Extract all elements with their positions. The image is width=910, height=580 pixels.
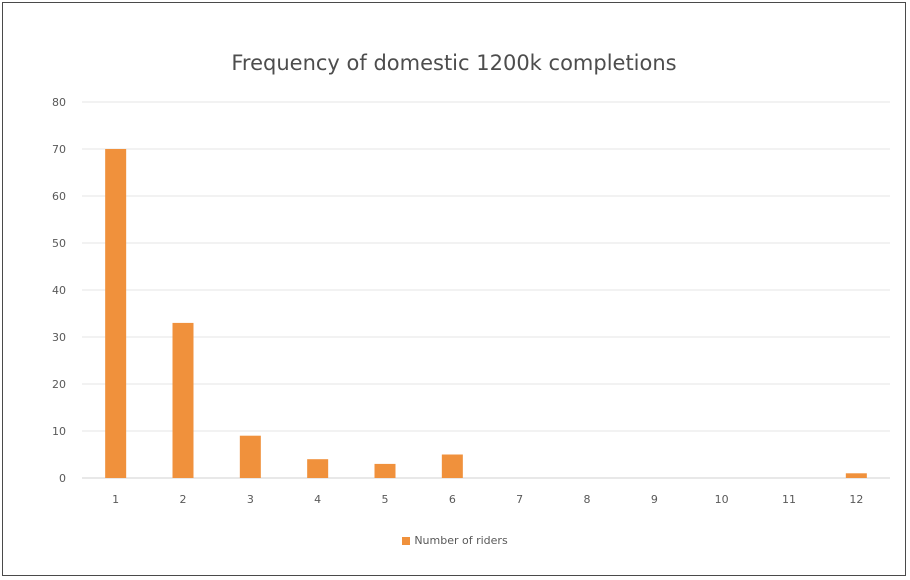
bar [307,459,329,478]
x-tick-label: 1 [112,493,119,506]
y-tick-label: 80 [52,96,66,109]
x-tick-label: 3 [247,493,254,506]
y-tick-label: 60 [52,190,66,203]
y-tick-label: 20 [52,378,66,391]
y-tick-label: 0 [59,472,66,485]
y-tick-label: 10 [52,425,66,438]
legend: Number of riders [0,534,910,547]
x-tick-label: 10 [715,493,729,506]
x-tick-label: 12 [849,493,863,506]
bar [105,149,127,478]
bar [374,463,396,478]
legend-label: Number of riders [414,534,508,547]
y-tick-label: 40 [52,284,66,297]
bar [441,454,463,478]
x-tick-label: 2 [180,493,187,506]
legend-swatch [402,536,411,545]
bar [239,435,261,478]
x-tick-label: 8 [584,493,591,506]
x-tick-label: 9 [651,493,658,506]
chart-title: Frequency of domestic 1200k completions [231,51,677,75]
x-tick-label: 7 [516,493,523,506]
x-tick-label: 5 [382,493,389,506]
x-tick-label: 11 [782,493,796,506]
y-tick-label: 30 [52,331,66,344]
bar [845,473,867,478]
y-tick-label: 70 [52,143,66,156]
x-tick-label: 4 [314,493,321,506]
bar [172,322,194,478]
x-tick-label: 6 [449,493,456,506]
y-tick-label: 50 [52,237,66,250]
